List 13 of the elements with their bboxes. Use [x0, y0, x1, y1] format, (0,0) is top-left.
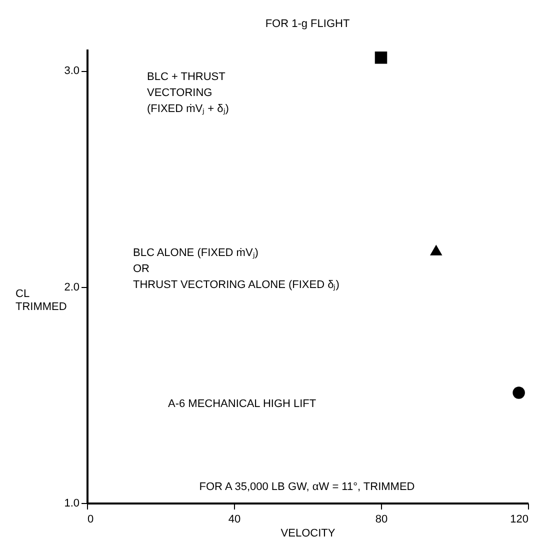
- chart-title: FOR 1-g FLIGHT: [265, 18, 350, 30]
- annotation: BLC + THRUST VECTORING (FIXED ṁVⱼ + δⱼ): [147, 71, 229, 115]
- x-tick-label: 80: [375, 514, 388, 526]
- x-tick-label: 40: [228, 514, 241, 526]
- y-tick-label: 3.0: [64, 65, 80, 78]
- x-tick-label: 0: [88, 514, 94, 526]
- x-tick-label: 120: [510, 514, 528, 526]
- x-axis-title: VELOCITY: [280, 528, 336, 540]
- annotation: A-6 MECHANICAL HIGH LIFT: [168, 398, 316, 410]
- y-tick-label: 2.0: [64, 281, 80, 294]
- annotation: BLC ALONE (FIXED ṁVⱼ) OR THRUST VECTORING ALONE (FIXED δⱼ): [133, 247, 340, 291]
- annotation: FOR A 35,000 LB GW, αW = 11°, TRIMMED: [199, 481, 415, 493]
- y-tick-label: 1.0: [64, 498, 80, 510]
